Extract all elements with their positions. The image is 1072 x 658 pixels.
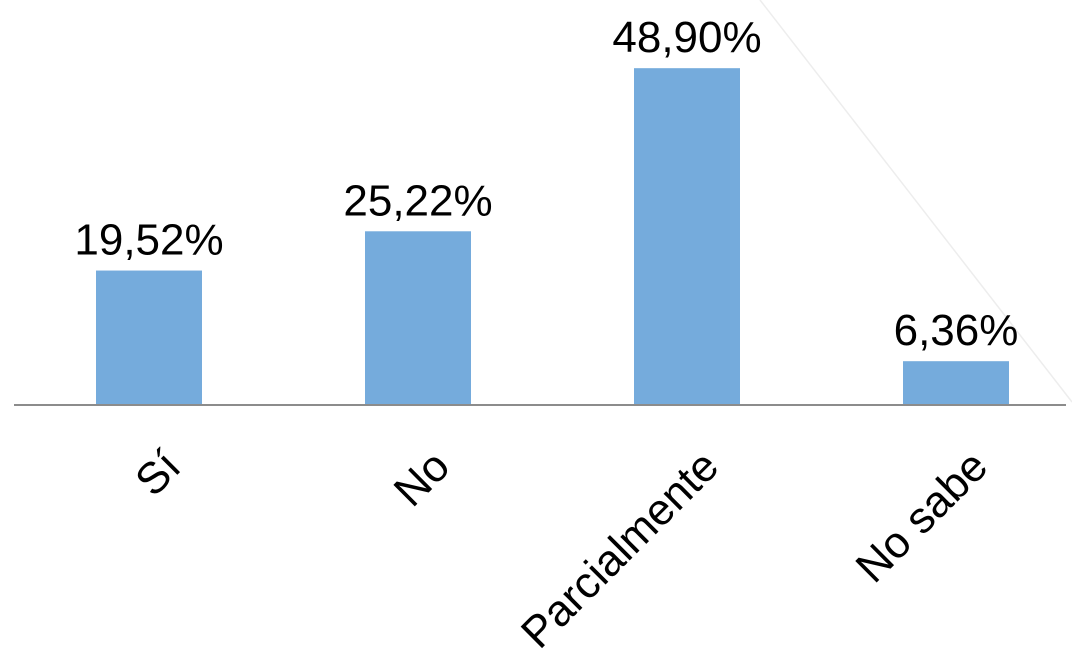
bar-si: [96, 271, 202, 405]
data-label-parcialmente: 48,90%: [612, 13, 761, 62]
bar-parcialmente: [634, 68, 740, 405]
bar-no-sabe: [903, 361, 1009, 405]
data-label-no-sabe: 6,36%: [894, 306, 1019, 355]
bar-no: [365, 231, 471, 405]
data-labels-group: 19,52% 25,22% 48,90% 6,36%: [74, 13, 1018, 355]
tick-label-parcialmente: Parcialmente: [512, 441, 728, 657]
bars-group: [96, 68, 1009, 405]
tick-label-no: No: [385, 441, 459, 515]
data-label-si: 19,52%: [74, 216, 223, 265]
tick-labels-group: Sí No Parcialmente No sabe: [126, 441, 997, 658]
data-label-no: 25,22%: [343, 176, 492, 225]
tick-label-si: Sí: [126, 441, 191, 506]
tick-label-no-sabe: No sabe: [847, 441, 998, 592]
